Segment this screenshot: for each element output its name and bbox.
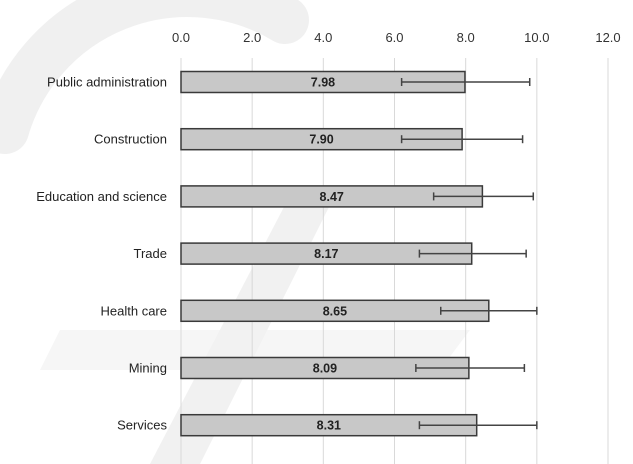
- category-label: Health care: [101, 303, 167, 318]
- watermark-decoration: [0, 0, 470, 464]
- category-labels: Public administration Construction Educati…: [36, 75, 167, 433]
- x-tick-label: 10.0: [524, 30, 549, 45]
- category-label: Education and science: [36, 189, 167, 204]
- data-label: 8.65: [323, 304, 347, 318]
- category-label: Mining: [129, 361, 167, 376]
- watermark-arc: [0, 0, 309, 154]
- x-tick-label: 6.0: [385, 30, 403, 45]
- category-label: Construction: [94, 132, 167, 147]
- data-label: 8.17: [314, 247, 338, 261]
- data-label: 8.09: [313, 362, 337, 376]
- x-tick-label: 8.0: [457, 30, 475, 45]
- x-tick-label: 0.0: [172, 30, 190, 45]
- data-label: 8.47: [320, 190, 344, 204]
- x-axis-ticks: 0.0 2.0 4.0 6.0 8.0 10.0 12.0: [172, 30, 621, 45]
- x-tick-label: 2.0: [243, 30, 261, 45]
- category-label: Trade: [134, 246, 167, 261]
- data-label: 7.90: [309, 133, 333, 147]
- x-tick-label: 12.0: [595, 30, 620, 45]
- x-tick-label: 4.0: [314, 30, 332, 45]
- bars: 7.98 7.90 8.47 8.17 8.65 8.09 8.31: [180, 70, 538, 437]
- category-label: Public administration: [47, 75, 167, 90]
- data-label: 8.31: [317, 419, 341, 433]
- category-label: Services: [117, 418, 167, 433]
- data-label: 7.98: [311, 76, 335, 90]
